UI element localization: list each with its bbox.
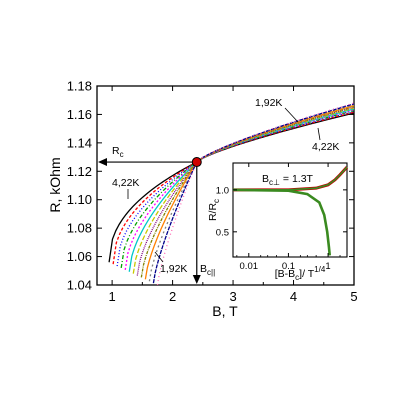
temp-label-upper-low: 4,22K <box>312 141 339 153</box>
temp-label-lower-high: 1,92K <box>160 263 187 275</box>
inset-x-title-sub: c <box>295 273 299 282</box>
main-plot: 1 2 3 4 5 1.04 1.06 1.08 1.10 1.12 1.14 1.16 1.18 B,… <box>47 79 358 320</box>
bc-arrow <box>192 162 201 284</box>
main-plot-frame <box>96 85 355 286</box>
inset-annotation-sub: c⊥ <box>269 178 280 187</box>
inset-annotation: Bc⊥ = 1.3T <box>262 173 314 187</box>
rc-arrow <box>98 158 197 167</box>
bc-label-main: B <box>200 263 207 275</box>
temp-pointer-upper-high <box>284 107 299 123</box>
inset-series-group <box>232 166 349 256</box>
rc-label-sub: c <box>120 150 124 159</box>
inset-x-axis-title: [B-Bc]/ T1/4 <box>275 265 326 282</box>
inset-y-tick-label: 1.0 <box>216 185 229 196</box>
rc-label-main: R <box>112 145 120 157</box>
main-y-tick-label: 1.08 <box>67 221 92 236</box>
main-y-tick-label: 1.04 <box>67 278 92 293</box>
bc-label-sub: c|| <box>207 268 215 277</box>
main-y-tick-label: 1.06 <box>67 249 92 264</box>
main-y-tick-label: 1.10 <box>67 192 92 207</box>
main-y-axis-title: R, kOhm <box>47 157 63 212</box>
inset-x-tick-label: 0.01 <box>240 261 259 272</box>
inset-y-title-sub: c <box>212 199 221 203</box>
bc-label: Bc|| <box>200 263 215 277</box>
inset-y-tick-label: 0.5 <box>216 227 229 238</box>
rc-arrow-head <box>98 158 107 167</box>
inset-annotation-rest: = 1.3T <box>280 173 314 185</box>
temp-label-upper-high: 1,92K <box>255 97 282 109</box>
main-series-group <box>108 102 355 286</box>
main-y-tick-label: 1.16 <box>67 107 92 122</box>
temp-label-lower-low: 4,22K <box>112 177 139 189</box>
inset-upper-branch-overlay <box>233 166 348 191</box>
main-x-tick-label: 3 <box>229 289 236 304</box>
inset-x-tick-label: 0.1 <box>282 261 295 272</box>
main-x-tick-label: 2 <box>169 289 176 304</box>
main-y-tick-label: 1.18 <box>67 79 92 94</box>
main-x-tick-label: 1 <box>109 289 116 304</box>
inset-x-title-sup: 1/4 <box>314 265 326 274</box>
main-x-tick-label: 5 <box>350 289 357 304</box>
main-y-tick-label: 1.12 <box>67 164 92 179</box>
temp-pointer-upper-low <box>317 127 321 141</box>
main-ticks-group: 1 2 3 4 5 1.04 1.06 1.08 1.10 1.12 1.14 1.16 1.18 <box>67 79 358 305</box>
temp-pointer-lower-high <box>154 251 164 263</box>
inset-lower-branch <box>232 188 332 256</box>
bc-arrow-head <box>192 275 201 284</box>
inset-x-title-close: ]/ T <box>299 268 315 280</box>
inset-ticks-group: 0.01 0.1 1 0.5 1.0 <box>216 163 348 272</box>
main-y-tick-label: 1.14 <box>67 135 92 150</box>
inset-y-axis-title: R/Rc <box>207 199 221 221</box>
inset-plot: 0.01 0.1 10.51.0 Bc⊥ = 1.3T [B-Bc]/ T1/4 R… <box>207 162 349 282</box>
inset-x-title-main: [B-B <box>275 268 295 280</box>
inset-y-title-main: R/R <box>207 203 219 222</box>
rc-label: Rc <box>112 145 124 159</box>
main-series-line <box>148 104 355 282</box>
main-series-line <box>156 102 355 286</box>
inset-annotation-main: B <box>262 173 269 185</box>
main-x-axis-title: B, T <box>212 303 238 319</box>
main-x-tick-label: 4 <box>290 289 297 304</box>
inset-x-tick-label: 1 <box>325 261 330 272</box>
crossing-point-marker <box>191 157 202 168</box>
